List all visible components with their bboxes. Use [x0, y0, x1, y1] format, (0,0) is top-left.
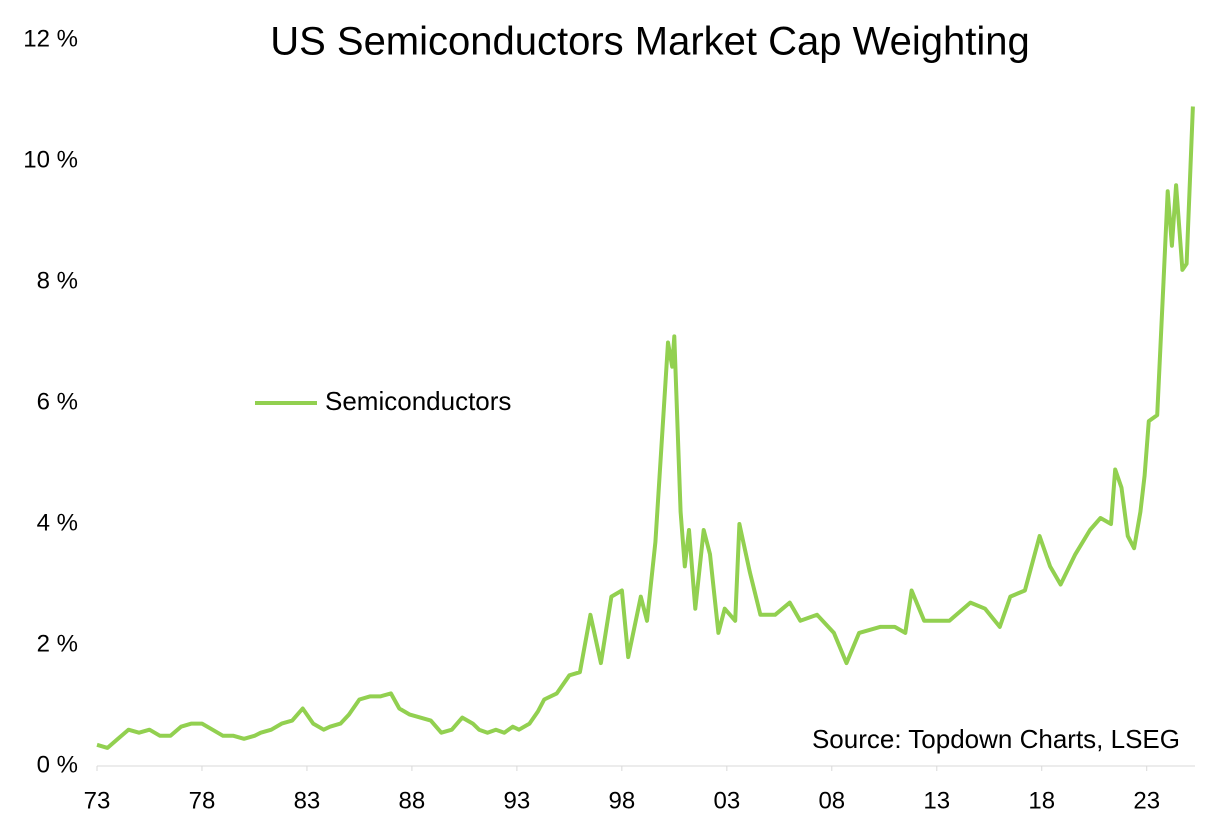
x-tick-label: 88 [399, 787, 426, 814]
x-tick-label: 93 [504, 787, 531, 814]
x-tick-label: 03 [713, 787, 740, 814]
y-tick-label: 0 % [37, 751, 78, 778]
x-tick-label: 73 [84, 787, 111, 814]
x-tick-label: 98 [609, 787, 636, 814]
x-tick-label: 78 [189, 787, 216, 814]
x-tick-label: 08 [818, 787, 845, 814]
series-line [96, 106, 1195, 750]
x-tick-label: 23 [1133, 787, 1160, 814]
x-tick-label: 83 [294, 787, 321, 814]
y-tick-label: 10 % [23, 146, 78, 173]
x-tick-label: 18 [1028, 787, 1055, 814]
y-tick-label: 6 % [37, 388, 78, 415]
y-tick-label: 12 % [23, 25, 78, 52]
y-tick-label: 2 % [37, 630, 78, 657]
chart-title: US Semiconductors Market Cap Weighting [270, 20, 1030, 64]
y-tick-label: 8 % [37, 267, 78, 294]
x-tick-label: 13 [923, 787, 950, 814]
y-tick-label: 4 % [37, 509, 78, 536]
source-note: Source: Topdown Charts, LSEG [812, 724, 1180, 754]
legend-label: Semiconductors [325, 386, 511, 416]
